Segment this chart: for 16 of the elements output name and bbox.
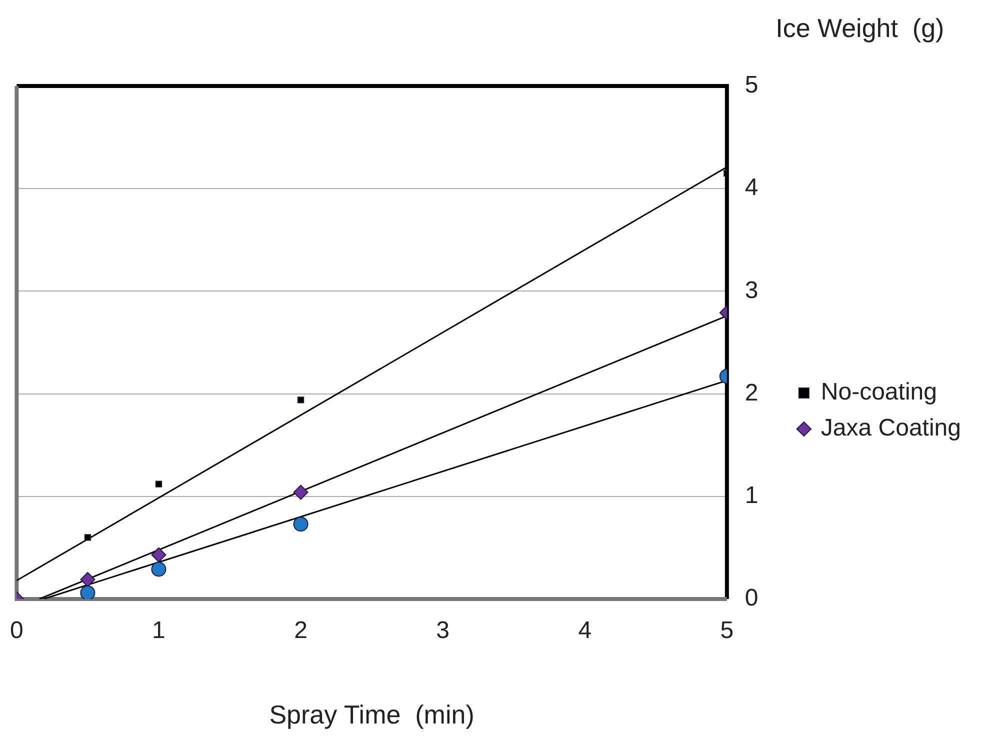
x-tick-label: 1 [152,617,166,644]
x-tick-label: 0 [10,617,24,644]
legend-label: No-coating [820,378,937,406]
y-tick-label: 4 [744,174,758,202]
y-tick-label: 2 [744,379,758,406]
x-axis-title: Spray Time (min) [269,700,474,730]
x-tick-label: 4 [578,617,592,644]
x-tick-label: 2 [294,617,308,644]
y-tick-label: 0 [744,584,758,612]
legend-label: Jaxa Coating [820,414,962,442]
y-tick-label: 5 [744,72,758,99]
y-axis-title: Ice Weight (g) [776,13,944,44]
x-tick-label: 3 [436,617,450,644]
y-tick-label: 3 [744,276,758,304]
x-tick-label: 5 [720,617,734,644]
y-tick-label: 1 [744,482,758,510]
